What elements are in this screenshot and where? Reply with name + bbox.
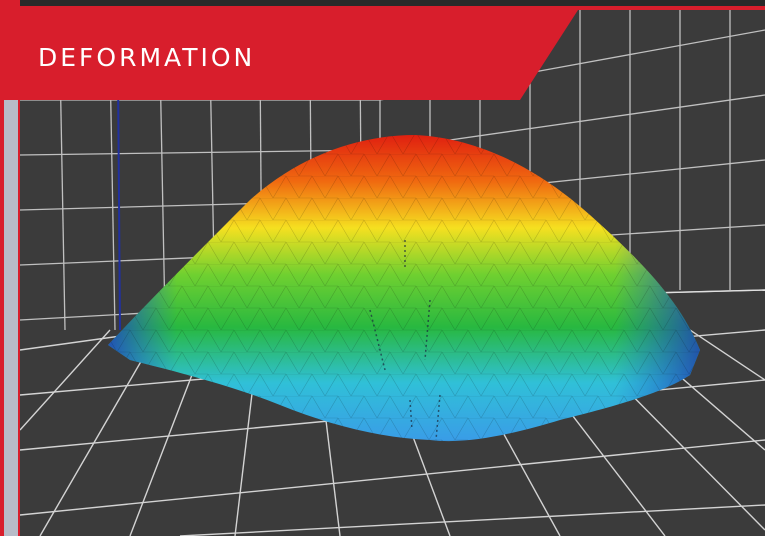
deformation-surface	[108, 135, 700, 442]
label-banner	[20, 10, 578, 100]
top-strip	[0, 0, 765, 8]
top-border	[0, 6, 765, 10]
axis-line	[117, 69, 121, 331]
side-panel	[4, 100, 18, 536]
label: DEFORMATION	[38, 43, 255, 72]
